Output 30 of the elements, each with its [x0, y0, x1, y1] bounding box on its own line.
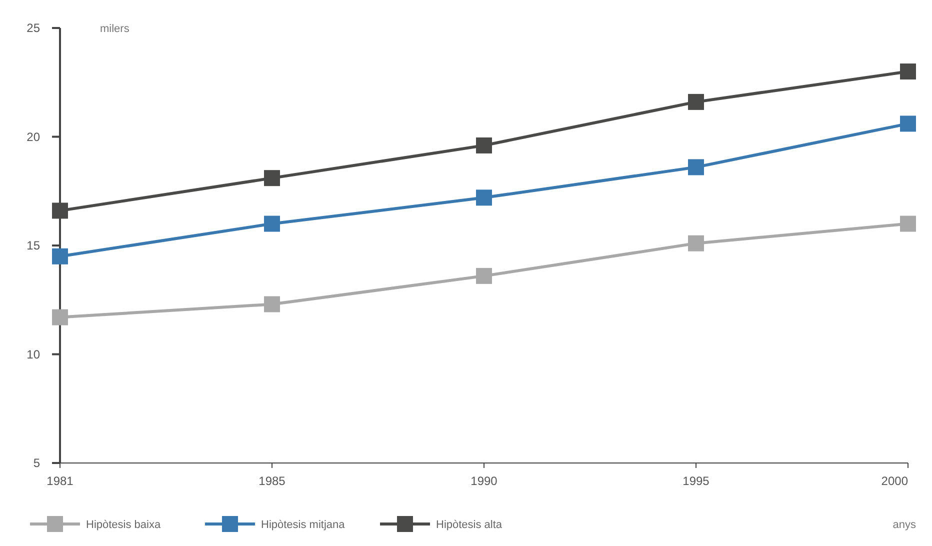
point [900, 64, 916, 80]
legend-label: Hipòtesis baixa [86, 518, 162, 531]
point [52, 248, 68, 264]
point [900, 116, 916, 132]
point [264, 216, 280, 232]
y-tick-label: 10 [26, 347, 40, 362]
y-axis-title: milers [100, 23, 130, 35]
point [476, 190, 492, 206]
point [52, 309, 68, 326]
point [264, 170, 280, 186]
point [476, 268, 492, 284]
legend-label: Hipòtesis mitjana [261, 518, 346, 531]
y-tick-label: 25 [26, 21, 40, 36]
point [688, 94, 704, 110]
x-tick-label: 2000 [881, 474, 908, 488]
legend-label: Hipòtesis alta [436, 518, 503, 531]
x-tick-label: 1981 [46, 474, 74, 488]
point [688, 235, 704, 252]
point [52, 202, 68, 219]
y-tick-label: 15 [26, 238, 40, 253]
x-axis-title: anys [892, 519, 916, 531]
x-tick-label: 1995 [682, 474, 710, 488]
point [264, 296, 280, 312]
y-tick-label: 5 [33, 456, 40, 470]
x-tick-label: 1990 [470, 474, 498, 488]
y-tick-label: 20 [26, 130, 40, 144]
point [688, 159, 704, 176]
x-tick-label: 1985 [258, 474, 286, 488]
point [900, 216, 916, 232]
point [476, 137, 492, 154]
